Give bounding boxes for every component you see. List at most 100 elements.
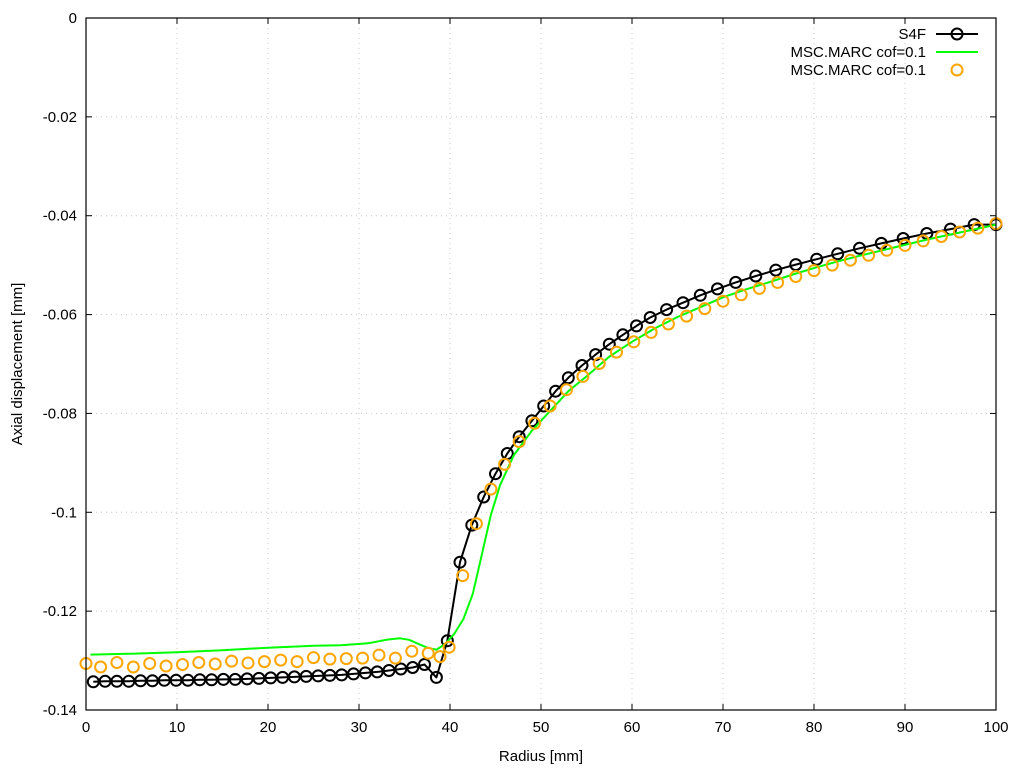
data-point [825,258,839,272]
data-point [421,646,435,660]
data-point [916,234,930,248]
data-point [853,241,866,255]
data-point [176,658,189,671]
data-point [971,221,985,235]
data-point [498,457,512,471]
data-point [602,337,616,351]
data-point [339,652,353,666]
data-point [405,644,419,658]
data-point [442,640,456,654]
data-point [126,660,140,674]
data-point [382,664,396,677]
y-tick-label: -0.04 [43,208,77,225]
data-point [356,651,370,665]
x-tick-label: 70 [715,719,732,736]
data-point [208,657,222,671]
data-point [406,661,420,674]
data-point [469,517,483,531]
data-point [512,430,526,444]
legend-marker-swatch [950,63,964,77]
data-point [698,302,712,316]
data-point [94,660,108,674]
data-point [843,253,857,267]
x-tick-label: 0 [82,719,90,736]
x-tick-label: 10 [169,719,186,736]
data-point [769,263,783,277]
data-point [592,357,606,370]
data-point [693,288,707,302]
data-point [560,383,573,397]
data-point [627,335,641,349]
data-point [323,652,337,666]
y-tick-label: -0.14 [43,702,77,719]
data-point [644,325,658,339]
data-point [543,399,557,413]
data-point [643,311,657,324]
data-point [680,309,694,323]
x-tick-label: 60 [624,719,641,736]
x-tick-label: 100 [983,719,1008,736]
x-tick-label: 40 [442,719,459,736]
series-1 [86,218,1003,689]
data-point [661,317,675,331]
x-tick-label: 90 [897,719,914,736]
legend-label: MSC.MARC cof=0.1 [791,44,926,61]
data-point [749,269,763,283]
y-tick-label: -0.12 [43,603,77,620]
x-tick-label: 50 [533,719,550,736]
data-point [489,467,502,481]
data-point [789,270,803,283]
plot-area [79,217,1003,689]
data-point [372,648,386,662]
data-point [440,634,454,648]
axes: 0 10 20 30 40 50 60 70 80 90 100 0 -0.02 -0.04 -0.06 -0… [43,10,1009,736]
y-tick-label: 0 [69,10,77,27]
data-point [512,435,526,449]
x-tick-label: 20 [260,719,277,736]
data-point [484,482,498,496]
legend-item: MSC.MARC cof=0.1 [791,62,964,79]
grid [86,18,996,710]
data-point [418,658,431,671]
data-point [257,655,271,669]
data-point [429,670,443,684]
data-point [630,319,643,333]
data-point [143,657,157,670]
y-tick-label: -0.08 [43,405,77,422]
data-point [477,490,491,504]
data-point [953,225,967,239]
data-point [734,288,748,302]
data-point [898,238,912,252]
data-point [388,651,402,665]
data-point [453,555,467,569]
data-point [274,653,288,667]
y-tick-label: -0.06 [43,307,77,324]
data-point [456,569,470,583]
legend-label: MSC.MARC cof=0.1 [791,62,926,79]
data-point [711,282,724,296]
data-point [862,248,876,262]
series-2 [90,223,997,656]
series-line [93,223,996,683]
data-point [290,655,304,669]
data-point [110,656,124,669]
data-point [934,230,948,243]
data-point [307,651,320,665]
data-point [660,303,674,317]
data-point [433,650,447,664]
x-tick-label: 30 [351,719,368,736]
data-point [576,369,590,383]
data-point [831,247,845,261]
y-tick-label: -0.1 [51,504,77,521]
series-line [90,223,997,656]
data-point [676,296,690,310]
y-axis-title: Axial displacement [mm] [9,283,26,446]
data-point [716,294,730,308]
data-point [159,659,173,673]
y-tick-label: -0.02 [43,109,77,126]
data-point [192,656,206,669]
data-point [225,654,239,668]
series-3 [79,217,1003,674]
